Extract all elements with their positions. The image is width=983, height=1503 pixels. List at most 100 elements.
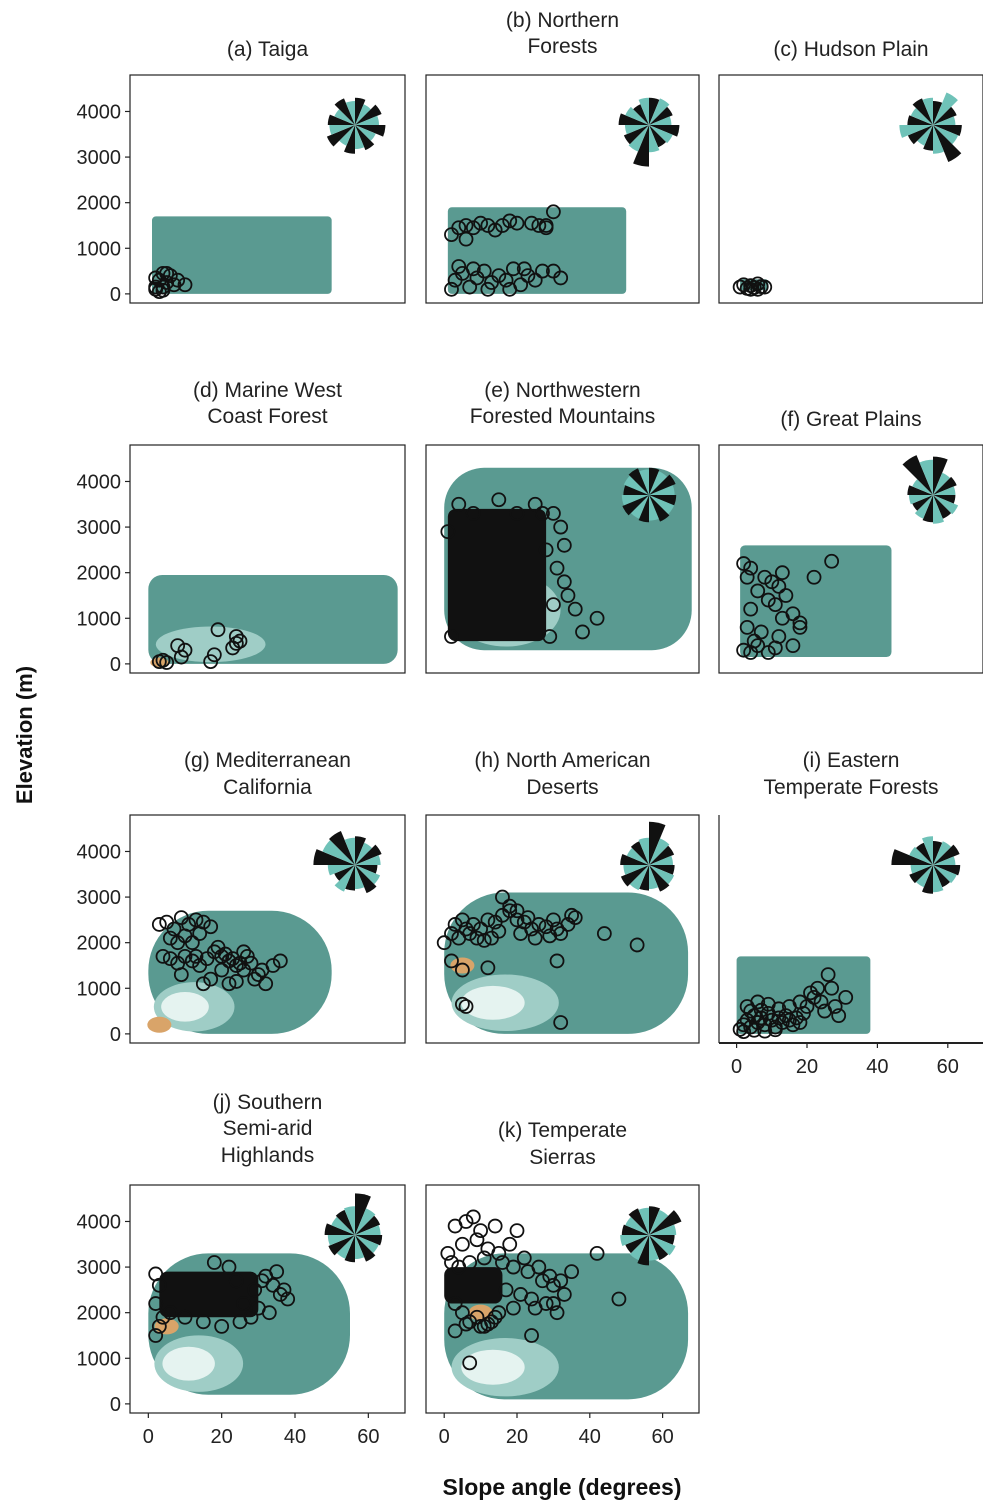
data-point <box>487 1218 503 1234</box>
panel-title: Forests <box>527 35 597 58</box>
data-point <box>210 622 226 638</box>
rose-petal <box>638 495 649 523</box>
data-point <box>155 282 171 298</box>
rose-diagram <box>899 92 962 162</box>
data-point <box>236 1296 252 1311</box>
panel-title: (a) Taiga <box>227 38 309 61</box>
rose-petal <box>624 125 649 135</box>
data-point <box>184 953 200 969</box>
data-point <box>589 1246 605 1261</box>
rose-petal <box>639 469 649 495</box>
rose-petal <box>344 1206 355 1235</box>
data-point <box>753 1002 769 1018</box>
data-point <box>447 1323 463 1339</box>
rose-petal <box>922 97 933 125</box>
data-point <box>162 930 178 946</box>
data-point <box>188 948 204 964</box>
rose-diagram <box>621 467 677 523</box>
data-point <box>236 944 252 960</box>
data-point <box>553 926 569 941</box>
rose-petal <box>355 865 378 874</box>
x-tick-label: 0 <box>731 1056 742 1078</box>
data-point <box>151 917 167 932</box>
y-tick-label: 1000 <box>77 608 122 630</box>
data-point <box>458 231 474 247</box>
y-tick-label: 4000 <box>77 471 122 493</box>
panel-title: (g) Mediterranean <box>184 749 351 772</box>
data-point <box>454 912 470 928</box>
rose-petal <box>618 113 649 125</box>
panel-title: Deserts <box>526 776 598 799</box>
data-point <box>549 560 565 576</box>
data-point <box>491 923 507 939</box>
data-point <box>556 1287 572 1302</box>
data-point <box>173 967 189 982</box>
data-point <box>458 1214 474 1229</box>
data-point <box>736 642 752 658</box>
data-point <box>785 638 801 654</box>
data-point <box>527 1300 543 1316</box>
data-point <box>444 926 459 941</box>
rose-diagram <box>620 821 675 892</box>
data-point <box>531 917 547 932</box>
rose-petal <box>922 495 933 523</box>
density-shade <box>155 626 266 663</box>
y-tick-label: 0 <box>110 1024 121 1046</box>
x-tick-label: 40 <box>284 1426 306 1448</box>
data-point <box>495 889 510 905</box>
dense-points <box>447 508 547 642</box>
data-point <box>824 553 840 569</box>
data-point <box>480 281 496 297</box>
rose-petal <box>910 108 933 125</box>
data-point <box>527 930 543 946</box>
rose-petal <box>912 98 933 125</box>
rose-petal <box>336 1235 355 1259</box>
density-peak <box>147 1016 172 1033</box>
data-point <box>767 1022 783 1038</box>
data-point <box>436 935 452 951</box>
data-point <box>596 926 612 941</box>
data-point <box>480 960 496 976</box>
rose-petal <box>933 125 962 162</box>
rose-petal <box>620 854 649 865</box>
data-point <box>806 569 822 585</box>
data-point <box>206 1255 222 1270</box>
y-tick-label: 3000 <box>77 887 122 909</box>
rose-petal <box>649 125 673 144</box>
data-point <box>746 1022 762 1038</box>
y-tick-label: 0 <box>110 654 121 676</box>
data-point <box>465 261 481 277</box>
data-point <box>509 903 525 919</box>
y-tick-label: 4000 <box>77 841 122 863</box>
data-point <box>774 565 790 581</box>
rose-petal <box>355 1235 365 1260</box>
rose-petal <box>327 1235 355 1246</box>
rose-petal <box>649 865 675 875</box>
rose-petal <box>933 865 950 888</box>
data-point <box>444 281 459 297</box>
data-point <box>444 953 459 969</box>
rose-petal <box>933 840 943 865</box>
rose-petal <box>649 821 666 865</box>
x-tick-label: 20 <box>506 1426 528 1448</box>
rose-petal <box>908 495 933 505</box>
density-shade <box>161 992 209 1022</box>
rose-petal <box>629 865 649 891</box>
rose-petal <box>649 116 672 125</box>
data-point <box>254 962 270 978</box>
data-point <box>516 261 532 277</box>
rose-petal <box>620 865 649 887</box>
data-point <box>162 951 178 967</box>
data-point <box>473 1318 489 1334</box>
data-point <box>750 638 766 654</box>
dense-points <box>444 1267 503 1304</box>
y-tick-label: 2000 <box>77 933 122 955</box>
rose-petal <box>916 865 933 888</box>
rose-petal <box>355 97 366 125</box>
data-point <box>173 649 189 665</box>
data-point <box>177 1309 193 1325</box>
data-point <box>487 1309 503 1325</box>
data-point <box>611 1291 627 1307</box>
rose-petal <box>621 1224 649 1235</box>
rose-petal <box>922 836 933 865</box>
